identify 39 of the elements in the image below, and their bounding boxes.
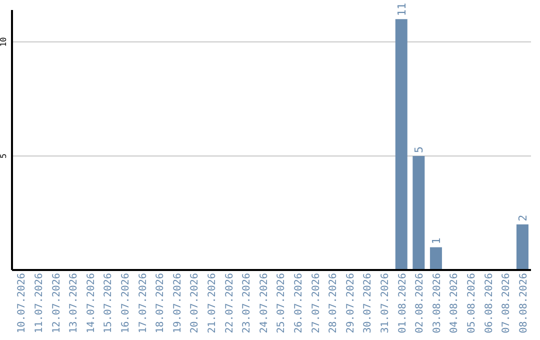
y-tick-label: 10 (0, 36, 8, 47)
x-tick-label: 25.07.2026 (276, 273, 288, 334)
data-label: 2 (516, 214, 530, 222)
data-label: 5 (412, 146, 426, 153)
x-tick-label: 06.08.2026 (484, 273, 495, 334)
x-tick-label: 23.07.2026 (242, 273, 253, 334)
data-label: 11 (395, 2, 408, 16)
x-tick-label: 13.07.2026 (68, 273, 80, 334)
x-tick-label: 05.08.2026 (466, 273, 478, 334)
x-tick-label: 15.07.2026 (103, 273, 114, 334)
x-tick-label: 30.07.2026 (362, 273, 374, 334)
x-tick-label: 31.07.2026 (380, 273, 391, 334)
x-tick-label: 20.07.2026 (190, 273, 201, 334)
x-tick-label: 11.07.2026 (34, 273, 45, 334)
x-tick-label: 24.07.2026 (258, 273, 270, 334)
x-tick-label: 19.07.2026 (172, 273, 184, 334)
x-tick-label: 01.08.2026 (397, 273, 408, 334)
x-tick-label: 10.07.2026 (16, 273, 28, 334)
x-tick-label: 08.08.2026 (518, 273, 530, 334)
x-tick-label: 02.08.2026 (414, 273, 426, 334)
x-tick-label: 14.07.2026 (86, 273, 97, 334)
data-label: 1 (430, 238, 443, 244)
bar (412, 156, 425, 270)
x-tick-label: 28.07.2026 (328, 273, 340, 334)
x-tick-label: 07.08.2026 (501, 273, 512, 334)
x-tick-label: 18.07.2026 (155, 273, 166, 334)
x-tick-label: 12.07.2026 (51, 273, 62, 334)
x-tick-label: 29.07.2026 (345, 273, 356, 334)
x-tick-label: 03.08.2026 (432, 273, 443, 334)
x-tick-label: 22.07.2026 (224, 273, 236, 334)
x-tick-label: 27.07.2026 (310, 273, 322, 334)
x-tick-label: 26.07.2026 (293, 273, 304, 334)
bar (430, 247, 442, 270)
bar (516, 224, 528, 270)
x-tick-label: 17.07.2026 (138, 273, 149, 334)
bar (395, 19, 408, 270)
x-tick-label: 04.08.2026 (449, 273, 460, 334)
x-tick-label: 21.07.2026 (206, 273, 218, 334)
x-tick-label: 16.07.2026 (120, 273, 132, 334)
